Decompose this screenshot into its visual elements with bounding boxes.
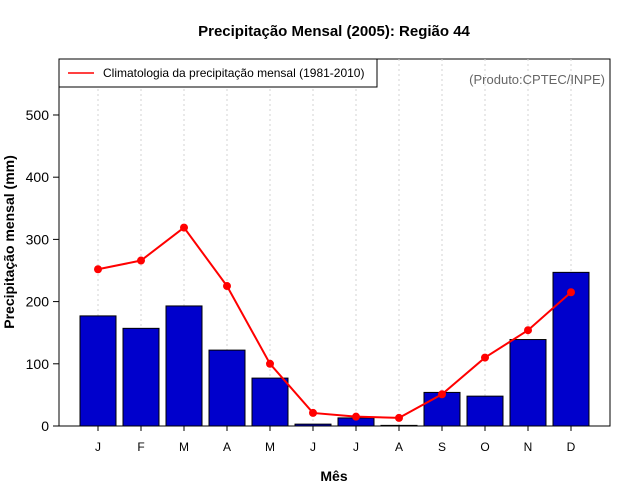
climatology-point-7 — [395, 413, 403, 422]
climatology-point-8 — [438, 390, 446, 399]
x-tick-label: J — [95, 440, 101, 454]
bar-0 — [79, 315, 117, 427]
bar-2 — [165, 305, 203, 427]
x-tick-label: A — [223, 440, 231, 454]
bar-11 — [552, 271, 590, 427]
y-tick-label: 200 — [26, 294, 50, 310]
x-tick-label: J — [353, 440, 359, 454]
climatology-point-1 — [137, 256, 145, 265]
x-tick-label: F — [137, 440, 144, 454]
y-tick-label: 500 — [26, 107, 50, 123]
x-tick-label: A — [395, 440, 403, 454]
climatology-point-6 — [352, 412, 360, 421]
bar-3 — [208, 349, 246, 427]
bar-7 — [380, 424, 418, 427]
x-tick-label: S — [438, 440, 446, 454]
x-tick-label: J — [310, 440, 316, 454]
credit-text: (Produto:CPTEC/INPE) — [469, 72, 605, 87]
bar-series — [79, 271, 590, 427]
climatology-point-3 — [223, 282, 231, 291]
x-axis-title: Mês — [320, 468, 347, 484]
climatology-point-0 — [94, 265, 102, 274]
climatology-series — [94, 223, 575, 422]
bar-4 — [251, 377, 289, 427]
y-tick-label: 100 — [26, 356, 50, 372]
x-tick-label: M — [265, 440, 275, 454]
bar-10 — [509, 339, 547, 427]
x-tick-label: N — [524, 440, 533, 454]
y-tick-label: 400 — [26, 169, 50, 185]
bar-5 — [294, 423, 332, 427]
bar-9 — [466, 395, 504, 427]
bar-1 — [122, 327, 160, 427]
legend-climatology-label: Climatologia da precipitação mensal (198… — [103, 66, 364, 80]
y-tick-label: 0 — [41, 418, 49, 434]
y-axis: 0 100 200 300 400 500 — [26, 107, 59, 434]
climatology-point-11 — [567, 288, 575, 297]
climatology-point-9 — [481, 353, 489, 362]
climatology-point-2 — [180, 223, 188, 232]
chart-title: Precipitação Mensal (2005): Região 44 — [198, 23, 470, 40]
legend-box — [58, 58, 378, 88]
x-tick-label: D — [567, 440, 576, 454]
x-tick-label: O — [480, 440, 489, 454]
y-axis-title: Precipitação mensal (mm) — [1, 155, 17, 329]
climatology-point-4 — [266, 359, 274, 368]
climatology-point-5 — [309, 408, 317, 417]
x-tick-label: M — [179, 440, 189, 454]
climatology-point-10 — [524, 326, 532, 335]
y-tick-label: 300 — [26, 231, 50, 247]
legend: Climatologia da precipitação mensal (198… — [58, 58, 378, 88]
climatology-line — [97, 226, 572, 419]
